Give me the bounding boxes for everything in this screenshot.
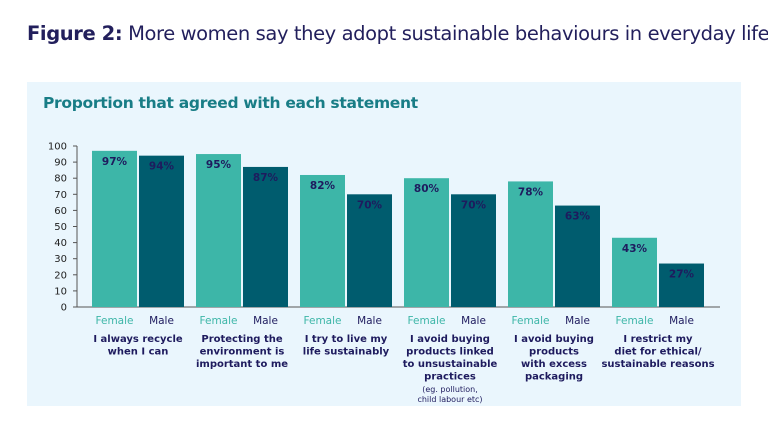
category-label: diet for ethical/ [614,347,701,358]
y-tick-label: 40 [54,238,67,249]
series-label: Male [357,315,382,327]
y-tick-label: 60 [54,206,67,217]
figure-title: Figure 2: More women say they adopt sust… [27,22,768,45]
series-label: Male [565,315,590,327]
category-label: I avoid buying [514,334,594,345]
chart-title: Proportion that agreed with each stateme… [43,94,418,112]
series-label: Male [461,315,486,327]
data-label: 70% [357,199,383,211]
series-label: Male [669,315,694,327]
data-label: 94% [149,161,175,173]
series-label: Female [96,315,134,327]
figure-title-text: More women say they adopt sustainable be… [128,22,768,45]
data-label: 43% [622,243,648,255]
category-label: I restrict my [623,334,693,345]
series-label: Male [149,315,174,327]
bar-male [347,194,392,307]
bar-male [139,155,184,307]
bar-female [92,150,137,307]
y-tick-label: 0 [61,303,67,314]
category-label: practices [424,372,476,383]
bar-female [508,181,553,307]
y-tick-label: 30 [54,254,67,265]
category-label: when I can [108,347,169,358]
y-tick-label: 10 [54,286,67,297]
data-label: 95% [206,159,232,171]
data-label: 82% [310,180,336,192]
data-label: 87% [253,172,279,184]
data-label: 63% [565,211,591,223]
series-label: Female [512,315,550,327]
category-label: products linked [406,347,494,358]
data-label: 27% [669,269,695,281]
category-label: I try to live my [305,334,388,345]
bar-male [659,263,704,307]
y-tick-label: 20 [54,270,67,281]
category-note: child labour etc) [417,395,482,404]
category-label: products [529,347,579,358]
y-tick-label: 90 [54,158,67,169]
category-label: important to me [196,359,288,370]
data-label: 80% [414,183,440,195]
category-label: packaging [525,372,583,383]
category-label: to unsustainable [403,359,498,370]
bar-male [555,205,600,307]
y-tick-label: 70 [54,190,67,201]
figure-label: Figure 2: [27,22,123,45]
category-label: I avoid buying [410,334,490,345]
y-tick-label: 80 [54,174,67,185]
bar-female [196,154,241,307]
series-label: Female [616,315,654,327]
series-label: Female [304,315,342,327]
category-label: Protecting the [201,334,282,345]
category-label: I always recycle [93,334,183,345]
bar-female [404,178,449,307]
category-label: environment is [200,347,285,358]
data-label: 70% [461,199,487,211]
data-label: 97% [102,156,128,168]
y-tick-label: 100 [48,142,67,153]
category-label: life sustainably [303,347,390,358]
series-label: Female [200,315,238,327]
bar-female [300,174,345,307]
bar-male [451,194,496,307]
category-label: sustainable reasons [601,359,714,370]
bar-female [612,237,657,307]
data-label: 78% [518,186,544,198]
series-label: Male [253,315,278,327]
series-label: Female [408,315,446,327]
category-note: (eg. pollution, [422,385,478,394]
bar-male [243,166,288,307]
category-label: with excess [521,359,587,370]
y-tick-label: 50 [54,222,67,233]
